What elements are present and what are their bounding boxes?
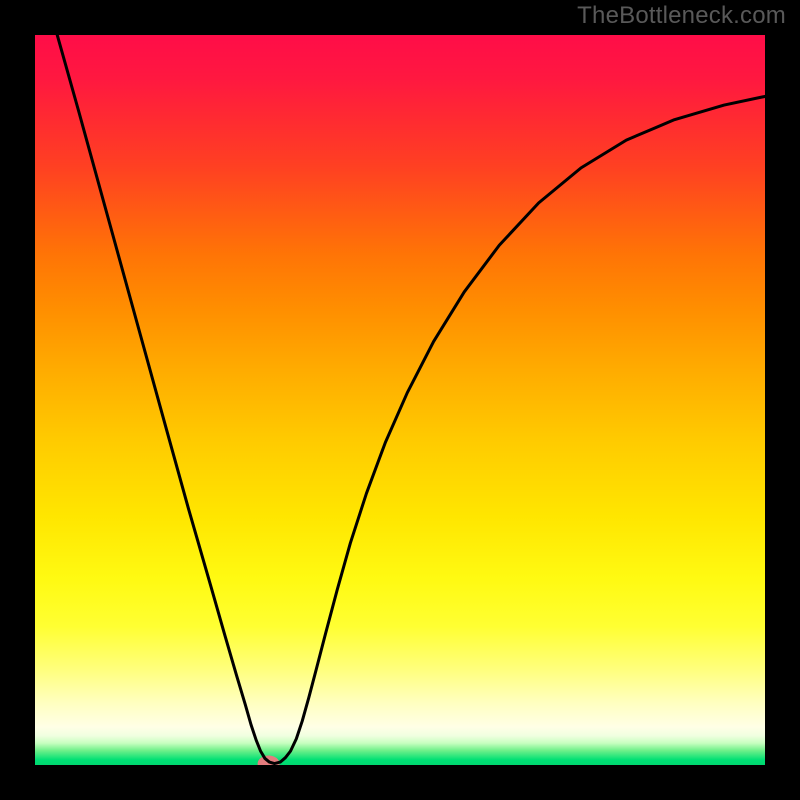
plot-area xyxy=(35,35,765,765)
chart-container: TheBottleneck.com xyxy=(0,0,800,800)
watermark-text: TheBottleneck.com xyxy=(577,2,786,30)
gradient-background xyxy=(35,35,765,765)
